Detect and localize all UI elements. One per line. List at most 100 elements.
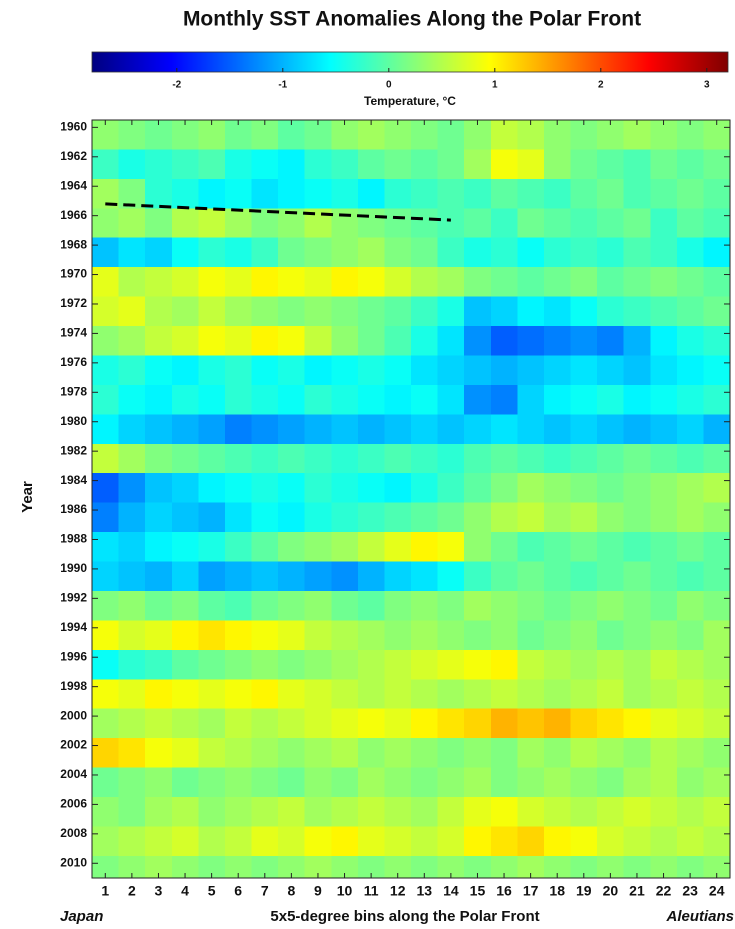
heatmap-cell	[597, 178, 625, 209]
heatmap-cell	[411, 797, 439, 827]
heatmap-cell	[570, 855, 598, 879]
x-tick-label: 6	[234, 883, 242, 899]
heatmap-cell	[543, 561, 571, 592]
heatmap-cell	[198, 178, 226, 209]
heatmap-cell	[597, 649, 625, 680]
heatmap-cell	[517, 679, 545, 710]
heatmap-cell	[118, 502, 146, 533]
heatmap-cell	[145, 561, 173, 592]
heatmap-cell	[171, 443, 199, 474]
heatmap-cell	[570, 738, 598, 769]
heatmap-cell	[437, 767, 465, 798]
heatmap-cell	[145, 590, 173, 621]
heatmap-cell	[331, 797, 359, 827]
heatmap-cell	[411, 473, 439, 504]
heatmap-cell	[92, 326, 120, 356]
y-tick-label: 1966	[60, 208, 87, 222]
heatmap-cell	[331, 738, 359, 769]
heatmap-cell	[198, 384, 226, 415]
heatmap-cell	[171, 738, 199, 769]
heatmap-cell	[198, 561, 226, 592]
x-tick-label: 18	[549, 883, 565, 899]
heatmap-cell	[703, 237, 731, 268]
heatmap-cell	[490, 414, 518, 445]
heatmap-cell	[118, 649, 146, 680]
heatmap-cell	[118, 679, 146, 710]
heatmap-cell	[703, 590, 731, 621]
heatmap-cell	[198, 767, 226, 798]
heatmap-cell	[650, 473, 678, 504]
heatmap-cell	[171, 767, 199, 798]
x-axis-label: 5x5-degree bins along the Polar Front	[270, 908, 539, 925]
heatmap-cell	[304, 708, 332, 739]
heatmap-cell	[198, 502, 226, 533]
heatmap-cell	[171, 502, 199, 533]
heatmap-cell	[145, 296, 173, 327]
heatmap-cell	[118, 532, 146, 563]
heatmap-cell	[411, 826, 439, 857]
heatmap-cell	[411, 355, 439, 386]
x-tick-label: 23	[682, 883, 698, 899]
heatmap-cell	[543, 326, 571, 356]
heatmap-cell	[278, 767, 306, 798]
heatmap-cell	[92, 208, 120, 239]
heatmap-cell	[171, 178, 199, 209]
heatmap-cell	[623, 178, 651, 209]
heatmap-cell	[703, 797, 731, 827]
heatmap-cell	[278, 649, 306, 680]
heatmap-cell	[703, 414, 731, 445]
heatmap-cell	[597, 532, 625, 563]
heatmap-cell	[304, 384, 332, 415]
heatmap-cell	[224, 708, 252, 739]
heatmap-cell	[278, 237, 306, 268]
heatmap-cell	[92, 502, 120, 533]
heatmap-cell	[92, 237, 120, 268]
heatmap-cell	[331, 384, 359, 415]
colorbar-tick-label: 3	[704, 80, 710, 91]
heatmap-cell	[171, 296, 199, 327]
heatmap-cell	[171, 149, 199, 180]
heatmap-cell	[357, 443, 385, 474]
heatmap-cell	[357, 590, 385, 621]
heatmap-cell	[145, 738, 173, 769]
heatmap-cell	[650, 178, 678, 209]
heatmap-cell	[384, 620, 412, 651]
heatmap-cell	[278, 296, 306, 327]
heatmap-cell	[676, 326, 704, 356]
heatmap-cell	[224, 532, 252, 563]
y-tick-label: 1982	[60, 443, 87, 457]
heatmap-cell	[384, 237, 412, 268]
heatmap-cell	[676, 178, 704, 209]
heatmap-cell	[517, 149, 545, 180]
heatmap-cell	[676, 149, 704, 180]
heatmap-cell	[597, 590, 625, 621]
heatmap-cell	[623, 384, 651, 415]
x-tick-label: 17	[523, 883, 539, 899]
heatmap-cell	[623, 532, 651, 563]
heatmap-cell	[490, 620, 518, 651]
heatmap-cell	[464, 502, 492, 533]
heatmap-cell	[490, 767, 518, 798]
heatmap-cell	[623, 326, 651, 356]
heatmap-cell	[331, 149, 359, 180]
heatmap-cell	[384, 767, 412, 798]
heatmap-cell	[384, 178, 412, 209]
heatmap-cell	[623, 708, 651, 739]
heatmap-cell	[118, 767, 146, 798]
heatmap-cell	[331, 767, 359, 798]
heatmap-cell	[650, 267, 678, 298]
heatmap-cell	[650, 208, 678, 239]
heatmap-cell	[331, 855, 359, 879]
heatmap-cell	[384, 208, 412, 239]
heatmap-cell	[171, 237, 199, 268]
heatmap-cell	[92, 767, 120, 798]
heatmap-cell	[278, 443, 306, 474]
heatmap-cell	[251, 296, 279, 327]
heatmap-cell	[411, 267, 439, 298]
heatmap-cell	[411, 738, 439, 769]
y-tick-label: 1994	[60, 620, 87, 634]
heatmap-cell	[224, 826, 252, 857]
heatmap-cell	[384, 149, 412, 180]
heatmap-cell	[171, 679, 199, 710]
heatmap-cell	[357, 384, 385, 415]
